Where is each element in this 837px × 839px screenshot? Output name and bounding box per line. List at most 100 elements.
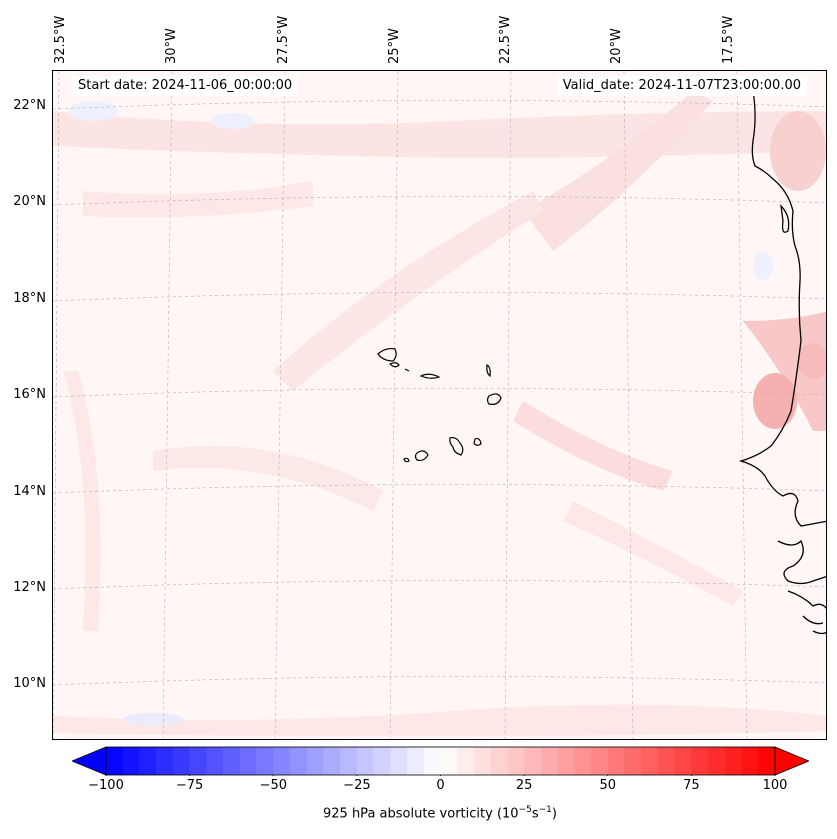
gridline-lon [389,71,399,739]
gridline-lon [504,71,512,739]
colorbar-label-exponent-2: −1 [538,805,552,815]
colorbar-cell [708,747,726,775]
colorbar-label: 925 hPa absolute vorticity (10−5s−1) [0,805,837,821]
colorbar-cell [206,747,224,775]
vorticity-streak [153,446,383,511]
island-santo-antao [377,347,397,362]
colorbar-cell [524,747,542,775]
coastline [738,80,826,635]
island-santiago [449,436,464,456]
colorbar-cell [356,747,374,775]
gridline-lon [736,71,748,739]
island-santa-luzia [404,368,410,372]
lat-label-22n: 22°N [13,98,46,113]
colorbar-tick-label: −100 [88,778,124,793]
gridline-lon [623,71,634,739]
colorbar-cell [674,747,692,775]
lat-label-16n: 16°N [13,387,46,402]
colorbar-cell [289,747,308,775]
colorbar-tick-label: 50 [599,778,617,793]
gridline-lat [53,388,826,398]
lon-label-30w: 30°W [164,28,179,64]
gridline-lon [274,71,286,739]
colorbar-cell [607,747,625,775]
negative-vorticity-patch [68,101,118,121]
vorticity-streak [523,91,713,251]
vorticity-streak [53,704,826,737]
negative-vorticity-patch [753,252,773,280]
island-boa-vista [486,393,502,405]
colorbar-tick-label: 0 [436,778,445,793]
vorticity-streak [743,311,826,431]
vorticity-streak [563,501,743,606]
lon-label-32-5w: 32.5°W [53,15,68,64]
gridline-lat [53,100,826,110]
colorbar-cell [223,747,241,775]
colorbar-min-extension [72,746,107,776]
lon-label-20w: 20°W [609,28,624,64]
coast-inlet [780,204,790,233]
colorbar-tick-label: −50 [259,778,288,793]
colorbar-cell [473,747,491,775]
gridline-lon [162,71,173,739]
lon-label-27-5w: 27.5°W [276,15,291,64]
vorticity-maximum [753,373,797,429]
vorticity-maximum [770,111,826,191]
colorbar-cell [239,747,257,775]
vorticity-streak [63,371,101,631]
valid-date-label: Valid_date: 2024-11-07T23:00:00.00 [556,76,807,96]
colorbar [72,746,809,776]
colorbar-cell [440,747,458,775]
colorbar-cell [106,747,124,775]
colorbar-cell [507,747,525,775]
lat-label-20n: 20°N [13,194,46,209]
colorbar-cell [407,747,425,775]
lat-label-10n: 10°N [13,676,46,691]
gridline-lat [53,676,826,686]
vorticity-field-map [53,71,826,739]
colorbar-cell [457,747,475,775]
colorbar-tick-label: 75 [683,778,700,793]
colorbar-cell [657,747,675,775]
colorbar-cell [172,747,190,775]
gridline-lon [53,71,60,739]
colorbar-ticks [105,775,776,776]
colorbar-label-unit: s [531,806,539,822]
negative-vorticity-patch [211,113,255,129]
lat-label-12n: 12°N [13,580,46,595]
colorbar-label-prefix: 925 hPa absolute vorticity (10 [323,806,519,822]
start-date-label: Start date: 2024-11-06_00:00:00 [72,76,299,96]
colorbar-cell [340,747,358,775]
map-panel [52,70,827,740]
colorbar-label-suffix: ) [551,806,557,822]
colorbar-cell [306,747,324,775]
colorbar-cell [189,747,207,775]
colorbar-cell [741,747,759,775]
lon-label-25w: 25°W [387,28,402,64]
colorbar-tick-label: 25 [515,778,533,793]
colorbar-max-extension [774,746,809,776]
vorticity-streak [53,111,826,158]
colorbar-cell [724,747,742,775]
gridline-lat [53,292,826,302]
lat-label-14n: 14°N [13,484,46,499]
colorbar-tick-label: −25 [343,778,371,793]
colorbar-cell [540,747,558,775]
vorticity-field [53,91,826,737]
island-maio [473,437,482,446]
colorbar-cell [122,747,140,775]
lon-label-17-5w: 17.5°W [721,15,736,64]
colorbar-cell [758,747,776,775]
island-sao-vicente [388,362,400,368]
colorbar-label-exponent-1: −5 [518,805,532,815]
colorbar-cell [323,747,341,775]
africa-coast [738,80,826,635]
cape-verde-islands [377,347,502,463]
colorbar-cell [591,747,609,775]
island-sao-nicolau [419,373,441,379]
colorbar-tick-label: 100 [762,778,788,793]
colorbar-cell [273,747,291,775]
island-brava [403,457,410,463]
colorbar-cell [490,747,508,775]
colorbar-cell [256,747,274,775]
